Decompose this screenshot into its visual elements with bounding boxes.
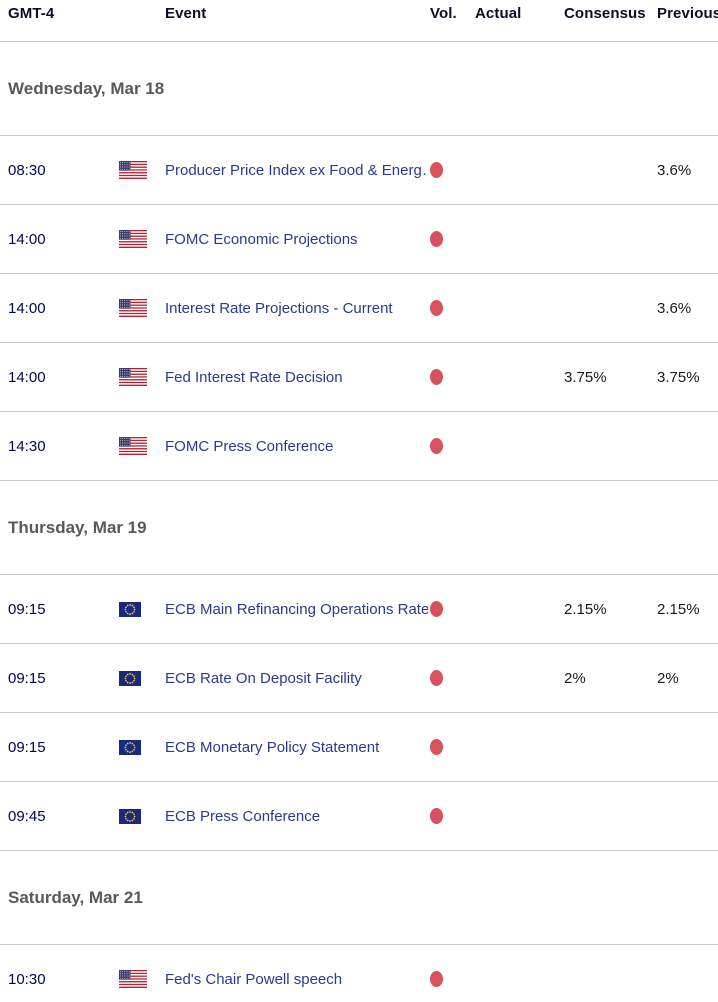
- day-header: Wednesday, Mar 18: [0, 42, 718, 136]
- event-previous: 3.75%: [657, 368, 700, 386]
- us-flag-icon: [119, 161, 147, 179]
- event-time: 14:00: [8, 299, 46, 317]
- event-row[interactable]: 10:30 Fed's Chair Powell speech: [0, 945, 718, 1002]
- vol-cell: [428, 161, 452, 179]
- eu-flag-icon: [119, 670, 141, 686]
- event-time: 09:15: [8, 738, 46, 756]
- event-time: 09:15: [8, 600, 46, 618]
- event-name[interactable]: FOMC Economic Projections: [165, 230, 358, 248]
- volatility-high-dot-icon: [430, 669, 443, 686]
- event-name[interactable]: ECB Rate On Deposit Facility: [165, 669, 362, 687]
- volatility-high-dot-icon: [430, 437, 443, 454]
- event-name[interactable]: FOMC Press Conference: [165, 437, 334, 455]
- flag-cell: [119, 299, 163, 317]
- event-row[interactable]: 09:15 ECB Rate On Deposit Facility 2% 2%: [0, 644, 718, 713]
- event-name[interactable]: ECB Monetary Policy Statement: [165, 738, 380, 756]
- vol-cell: [428, 970, 452, 988]
- col-header-event: Event: [165, 5, 207, 22]
- vol-cell: [428, 230, 452, 248]
- us-flag-icon: [119, 230, 147, 248]
- volatility-high-dot-icon: [430, 970, 443, 987]
- vol-cell: [428, 738, 452, 756]
- event-time: 08:30: [8, 161, 46, 179]
- event-time: 14:00: [8, 230, 46, 248]
- event-row[interactable]: 09:45 ECB Press Conference: [0, 782, 718, 851]
- flag-cell: [119, 230, 163, 248]
- volatility-high-dot-icon: [430, 738, 443, 755]
- event-time: 09:15: [8, 669, 46, 687]
- col-header-gmt: GMT-4: [8, 5, 55, 22]
- us-flag-icon: [119, 299, 147, 317]
- flag-cell: [119, 368, 163, 386]
- flag-cell: [119, 601, 163, 617]
- col-header-previous: Previous: [657, 5, 718, 22]
- vol-cell: [428, 299, 452, 317]
- day-label: Saturday, Mar 21: [8, 887, 143, 907]
- volatility-high-dot-icon: [430, 230, 443, 247]
- flag-cell: [119, 437, 163, 455]
- event-previous: 2%: [657, 669, 679, 687]
- event-row[interactable]: 08:30 Producer Price Index ex Food & Ener…: [0, 136, 718, 205]
- vol-cell: [428, 600, 452, 618]
- flag-cell: [119, 739, 163, 755]
- event-previous: 3.6%: [657, 161, 692, 179]
- table-header: GMT-4 Event Vol. Actual Consensus Previo…: [0, 0, 718, 42]
- flag-cell: [119, 970, 163, 988]
- event-name[interactable]: ECB Press Conference: [165, 807, 321, 825]
- event-name[interactable]: Fed Interest Rate Decision: [165, 368, 343, 386]
- col-header-actual: Actual: [475, 5, 522, 22]
- event-consensus: 2.15%: [564, 600, 607, 618]
- vol-cell: [428, 669, 452, 687]
- day-label: Wednesday, Mar 18: [8, 78, 165, 98]
- volatility-high-dot-icon: [430, 161, 443, 178]
- event-row[interactable]: 09:15 ECB Main Refinancing Operations Rat…: [0, 575, 718, 644]
- volatility-high-dot-icon: [430, 600, 443, 617]
- event-time: 10:30: [8, 970, 46, 988]
- event-time: 09:45: [8, 807, 46, 825]
- event-previous: 3.6%: [657, 299, 692, 317]
- vol-cell: [428, 807, 452, 825]
- event-row[interactable]: 14:00 Fed Interest Rate Decision 3.75% 3.75…: [0, 343, 718, 412]
- day-header: Thursday, Mar 19: [0, 481, 718, 575]
- us-flag-icon: [119, 437, 147, 455]
- day-label: Thursday, Mar 19: [8, 517, 147, 537]
- flag-cell: [119, 808, 163, 824]
- event-name[interactable]: Producer Price Index ex Food & Energ…: [165, 161, 428, 179]
- event-name[interactable]: Interest Rate Projections - Current: [165, 299, 393, 317]
- event-row[interactable]: 14:30 FOMC Press Conference: [0, 412, 718, 481]
- event-previous: 2.15%: [657, 600, 700, 618]
- volatility-high-dot-icon: [430, 807, 443, 824]
- us-flag-icon: [119, 970, 147, 988]
- calendar-body: Wednesday, Mar 18 08:30 Producer Price Ind…: [0, 42, 718, 1002]
- event-consensus: 2%: [564, 669, 586, 687]
- event-row[interactable]: 09:15 ECB Monetary Policy Statement: [0, 713, 718, 782]
- day-header: Saturday, Mar 21: [0, 851, 718, 945]
- volatility-high-dot-icon: [430, 299, 443, 316]
- vol-cell: [428, 368, 452, 386]
- eu-flag-icon: [119, 601, 141, 617]
- flag-cell: [119, 161, 163, 179]
- event-time: 14:30: [8, 437, 46, 455]
- event-row[interactable]: 14:00 FOMC Economic Projections: [0, 205, 718, 274]
- event-row[interactable]: 14:00 Interest Rate Projections - Current…: [0, 274, 718, 343]
- eu-flag-icon: [119, 739, 141, 755]
- volatility-high-dot-icon: [430, 368, 443, 385]
- flag-cell: [119, 670, 163, 686]
- vol-cell: [428, 437, 452, 455]
- event-name[interactable]: Fed's Chair Powell speech: [165, 970, 343, 988]
- event-consensus: 3.75%: [564, 368, 607, 386]
- eu-flag-icon: [119, 808, 141, 824]
- us-flag-icon: [119, 368, 147, 386]
- col-header-vol: Vol.: [430, 5, 457, 22]
- col-header-consensus: Consensus: [564, 5, 646, 22]
- event-name[interactable]: ECB Main Refinancing Operations Rate: [165, 600, 428, 618]
- event-time: 14:00: [8, 368, 46, 386]
